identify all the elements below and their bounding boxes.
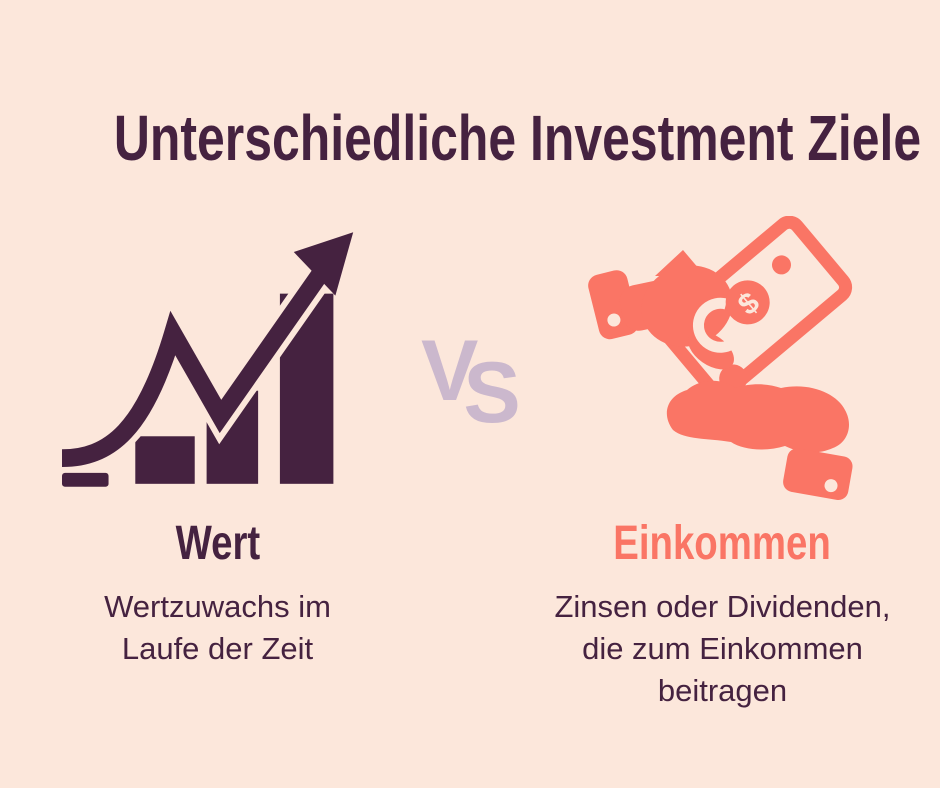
hand-receiving-money-icon-svg: $ <box>587 216 853 500</box>
page-title: Unterschiedliche Investment Ziele <box>0 106 940 170</box>
income-column: $ Einkommen Zinsen oder Dividenden, <box>505 216 940 712</box>
page-title-text: Unterschiedliche Investment Ziele <box>113 102 922 174</box>
versus-text: VS <box>421 323 521 436</box>
versus-letter-v: V <box>421 323 479 419</box>
value-description: Wertzuwachs im Laufe der Zeit <box>0 586 435 670</box>
income-label: Einkommen <box>613 517 832 570</box>
description-line: Zinsen oder Dividenden, <box>554 589 891 624</box>
value-column: Wert Wertzuwachs im Laufe der Zeit <box>0 216 435 670</box>
description-line: beitragen <box>657 673 788 708</box>
growth-chart-icon-svg <box>61 232 353 487</box>
description-line: Wertzuwachs im <box>104 589 331 624</box>
income-description: Zinsen oder Dividenden, die zum Einkomme… <box>505 586 940 712</box>
growth-chart-icon <box>0 216 435 506</box>
hand-receiving-money-icon: $ <box>505 216 940 506</box>
comparison-columns: Wert Wertzuwachs im Laufe der Zeit VS <box>0 216 940 712</box>
versus-letter-s: S <box>463 345 521 441</box>
giving-hand <box>587 250 734 370</box>
description-line: Laufe der Zeit <box>121 631 314 666</box>
value-label: Wert <box>175 517 260 570</box>
description-line: die zum Einkommen <box>582 631 863 666</box>
